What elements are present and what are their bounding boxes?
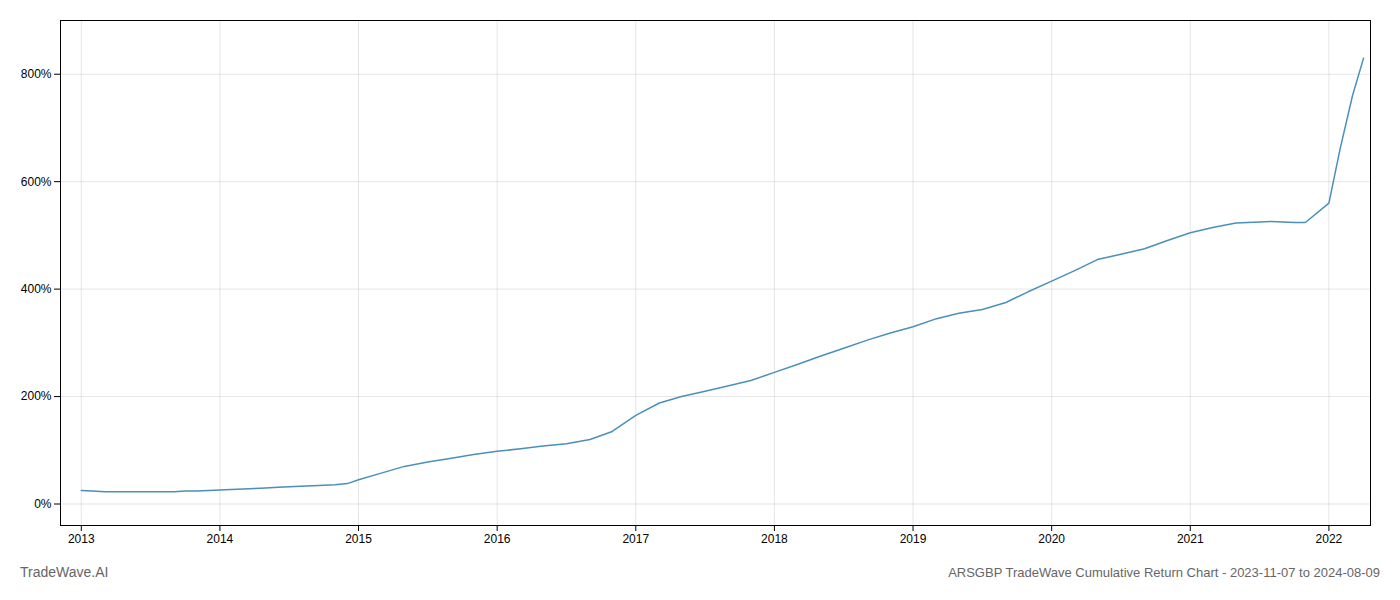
svg-text:2022: 2022 xyxy=(1316,532,1343,546)
svg-text:2013: 2013 xyxy=(68,532,95,546)
svg-text:200%: 200% xyxy=(21,389,52,403)
svg-text:2019: 2019 xyxy=(900,532,927,546)
svg-text:2020: 2020 xyxy=(1038,532,1065,546)
html-text:TradeWave.AI: TradeWave.AI xyxy=(20,564,109,580)
svg-text:600%: 600% xyxy=(21,175,52,189)
svg-text:2021: 2021 xyxy=(1177,532,1204,546)
svg-text:2018: 2018 xyxy=(761,532,788,546)
svg-text:0%: 0% xyxy=(34,497,52,511)
html-text:ARSGBP TradeWave Cumulative Re: ARSGBP TradeWave Cumulative Return Chart… xyxy=(948,565,1380,580)
svg-text:2015: 2015 xyxy=(345,532,372,546)
svg-text:2016: 2016 xyxy=(484,532,511,546)
svg-text:800%: 800% xyxy=(21,67,52,81)
svg-text:400%: 400% xyxy=(21,282,52,296)
svg-text:2014: 2014 xyxy=(207,532,234,546)
svg-text:2017: 2017 xyxy=(622,532,649,546)
